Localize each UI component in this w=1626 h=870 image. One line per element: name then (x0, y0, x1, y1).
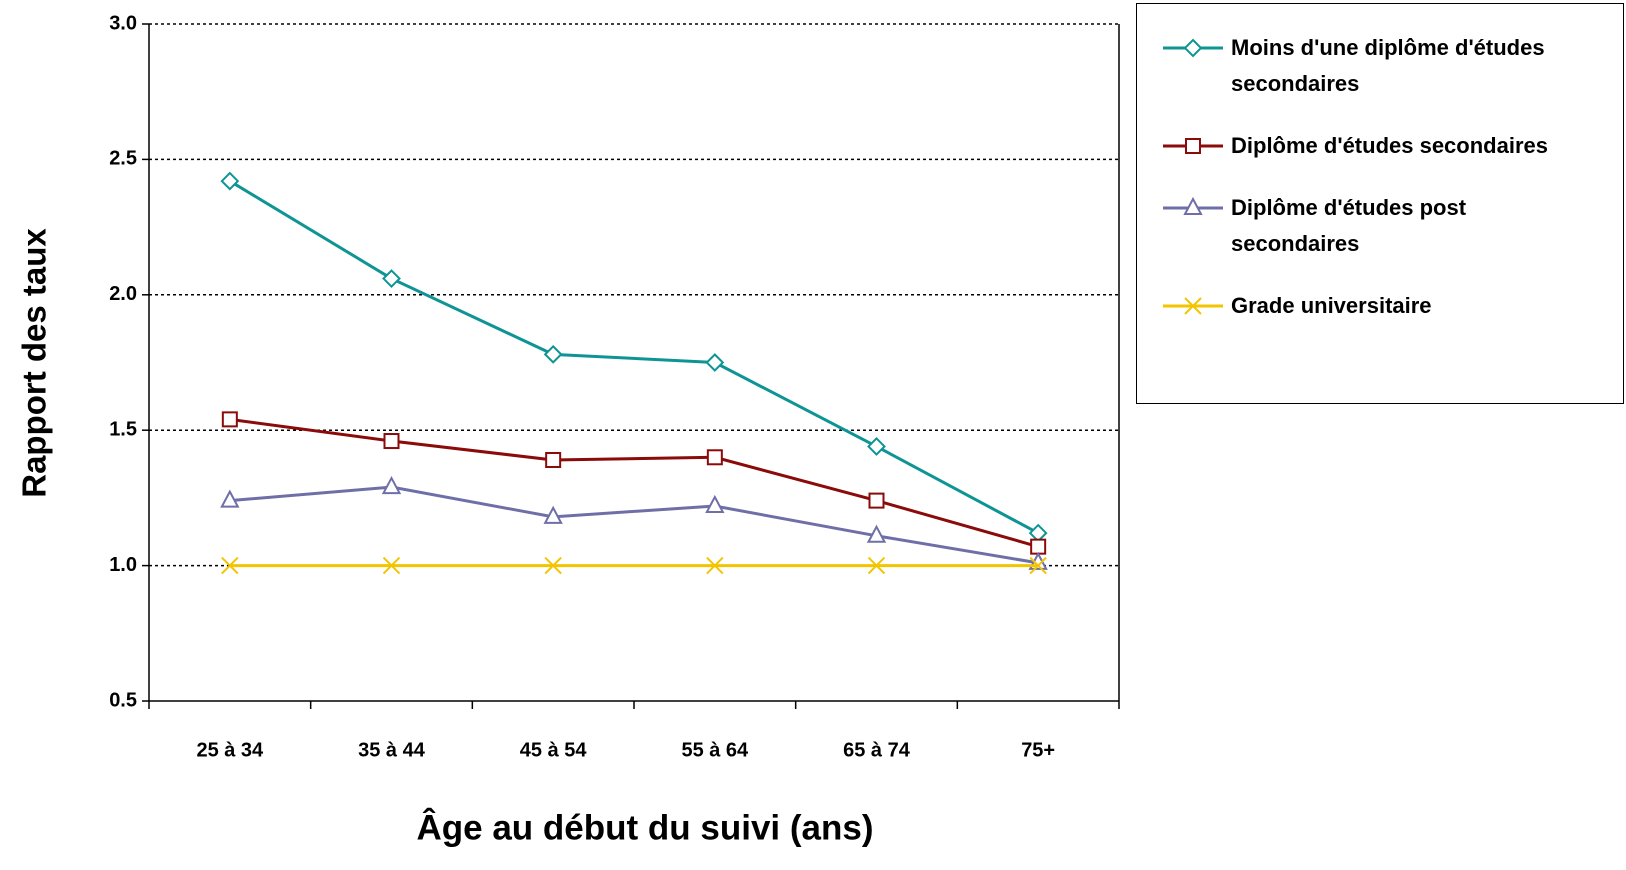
marker (868, 492, 885, 509)
marker (544, 556, 562, 575)
marker (221, 411, 238, 428)
series-line (229, 179, 1039, 535)
marker (1183, 196, 1203, 215)
legend: Moins d'une diplôme d'études secondaires… (1136, 3, 1624, 404)
marker (221, 556, 239, 575)
x-axis-title: Âge au début du suivi (ans) (417, 807, 874, 847)
marker (866, 524, 887, 543)
x-tick-label: 35 à 44 (358, 739, 426, 761)
x-tick-label: 25 à 34 (196, 739, 264, 761)
legend-entry: Moins d'une diplôme d'études secondaires (1137, 30, 1623, 102)
x-tick-label: 65 à 74 (843, 739, 911, 761)
marker (705, 494, 725, 514)
legend-swatch (1163, 196, 1223, 215)
marker (705, 353, 725, 372)
y-tick-label: 1.0 (109, 554, 137, 576)
legend-entry: Diplôme d'études post secondaires (1137, 190, 1623, 262)
x-tick-label: 55 à 64 (681, 739, 749, 761)
legend-swatch (1163, 38, 1223, 58)
legend-swatch (1163, 297, 1223, 315)
marker (1183, 38, 1203, 58)
marker (220, 489, 240, 508)
y-tick-label: 2.0 (109, 283, 137, 305)
legend-label: Diplôme d'études post secondaires (1231, 195, 1467, 256)
y-axis-title: Rapport des taux (16, 228, 53, 498)
legend-entry: Diplôme d'études secondaires (1137, 128, 1623, 164)
marker (382, 556, 401, 575)
legend-label: Grade universitaire (1231, 293, 1432, 318)
marker (543, 505, 563, 524)
marker (1030, 538, 1047, 555)
legend-label: Moins d'une diplôme d'études secondaires (1231, 35, 1545, 96)
legend-entry: Grade universitaire (1137, 288, 1623, 324)
series-line (229, 485, 1039, 565)
y-tick-label: 3.0 (109, 12, 137, 34)
legend-label: Diplôme d'études secondaires (1231, 133, 1548, 158)
marker (706, 449, 723, 466)
y-tick-label: 0.5 (109, 689, 137, 711)
x-tick-label: 75+ (1021, 739, 1055, 761)
marker (543, 344, 563, 364)
marker (706, 556, 724, 575)
marker (382, 269, 401, 288)
marker (867, 556, 886, 575)
x-tick-label: 45 à 54 (520, 739, 588, 761)
marker (1029, 556, 1047, 575)
marker (1184, 297, 1202, 315)
series-line (229, 417, 1039, 549)
legend-swatch (1163, 138, 1223, 154)
marker (220, 171, 240, 191)
marker (867, 437, 886, 456)
y-tick-label: 2.5 (109, 148, 137, 170)
marker (383, 433, 400, 450)
y-tick-label: 1.5 (109, 418, 137, 440)
marker (1185, 138, 1201, 154)
marker (545, 451, 562, 468)
marker (381, 475, 402, 495)
